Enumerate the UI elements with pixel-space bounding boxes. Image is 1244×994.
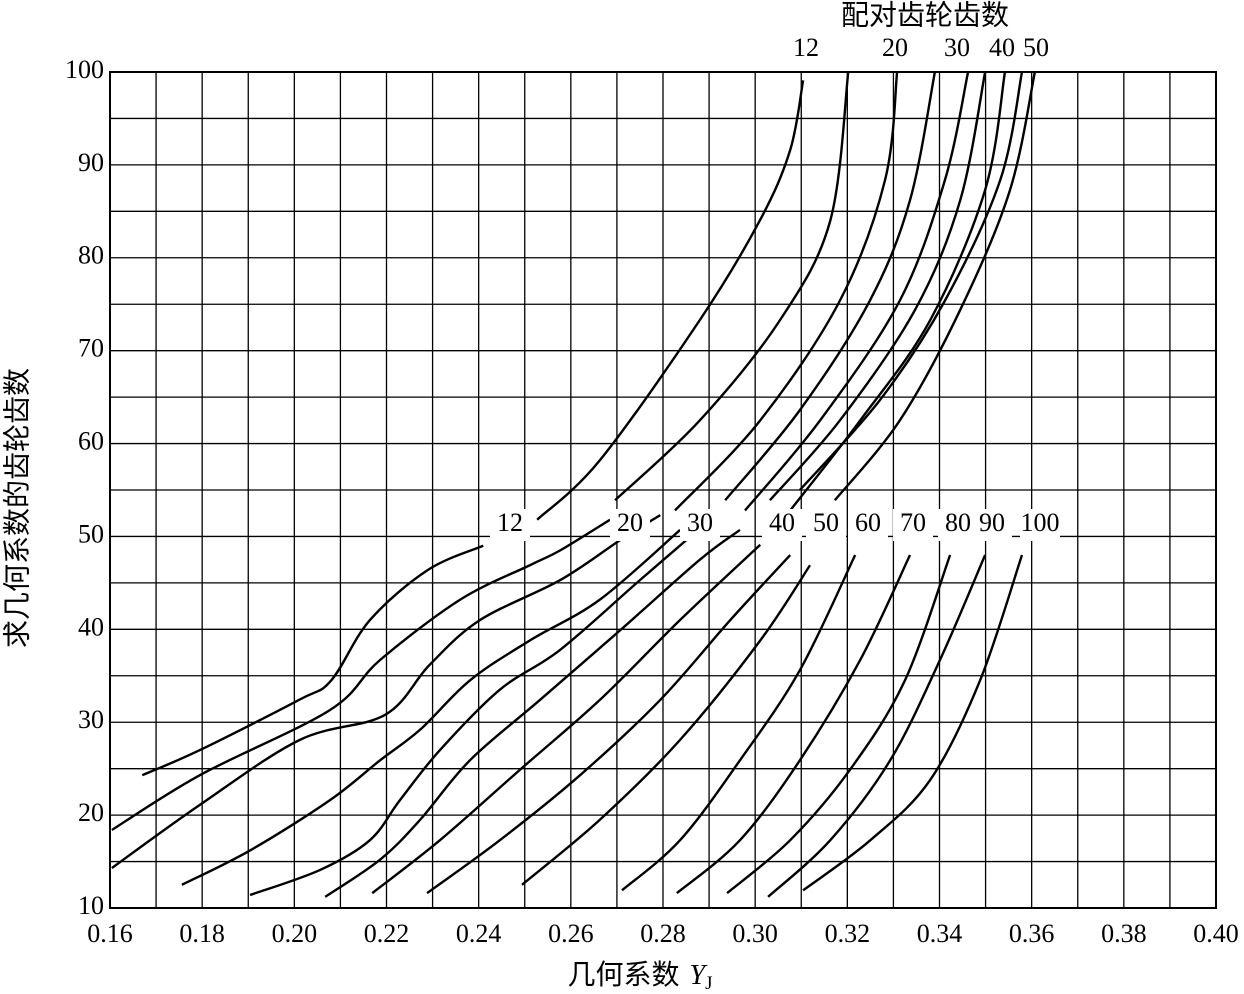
curve — [767, 554, 987, 898]
x-tick-label: 0.22 — [364, 919, 410, 948]
top-label: 30 — [944, 33, 970, 62]
y-tick-label: 60 — [78, 427, 104, 456]
grid — [109, 71, 1217, 909]
x-tick-label: 0.30 — [732, 919, 778, 948]
y-axis-label: 求几何系数的齿轮齿数 — [1, 368, 33, 648]
series-label: 60 — [855, 508, 881, 537]
x-tick-label: 0.20 — [272, 919, 318, 948]
series-label: 70 — [900, 508, 926, 537]
x-axis-label: 几何系数 YJ — [568, 959, 713, 994]
series-label: 40 — [769, 508, 795, 537]
y-tick-label: 50 — [78, 519, 104, 548]
top-label: 12 — [793, 33, 819, 62]
series-label: 12 — [497, 508, 523, 537]
labels: 0.16 0.18 0.20 0.22 0.24 0.26 0.28 0.30 0.32 0.34… — [65, 33, 1239, 948]
curve — [141, 80, 805, 777]
curve — [111, 71, 850, 831]
curve — [249, 71, 970, 897]
y-tick-label: 70 — [78, 334, 104, 363]
curve — [111, 71, 899, 870]
label-background — [893, 509, 933, 541]
curves — [111, 71, 1037, 898]
label-background — [610, 509, 650, 541]
series-label: 50 — [813, 508, 839, 537]
label-background — [972, 509, 1012, 541]
x-axis-label-subscript: J — [705, 973, 712, 994]
curve — [726, 554, 952, 895]
y-tick-label: 100 — [65, 55, 104, 84]
curve — [676, 554, 912, 895]
curve — [181, 71, 937, 886]
curve — [521, 71, 1037, 886]
curve — [426, 71, 1024, 895]
label-background — [762, 509, 802, 541]
curve — [621, 554, 857, 892]
series-label: 20 — [617, 508, 643, 537]
y-tick-label: 20 — [78, 798, 104, 827]
series-label: 100 — [1021, 508, 1060, 537]
y-tick-label: 40 — [78, 612, 104, 641]
x-axis-label-text: 几何系数 — [568, 959, 680, 991]
curve — [802, 554, 1024, 892]
series-label: 90 — [979, 508, 1005, 537]
x-tick-label: 0.16 — [87, 919, 133, 948]
label-background — [806, 509, 846, 541]
x-tick-label: 0.32 — [825, 919, 871, 948]
x-tick-label: 0.40 — [1193, 919, 1239, 948]
y-tick-label: 80 — [78, 241, 104, 270]
label-background — [1020, 509, 1060, 541]
y-tick-label: 30 — [78, 705, 104, 734]
label-background — [938, 509, 978, 541]
curve — [371, 71, 1007, 895]
x-tick-label: 0.36 — [1009, 919, 1055, 948]
y-tick-label: 90 — [78, 148, 104, 177]
x-tick-label: 0.28 — [640, 919, 686, 948]
x-tick-label: 0.38 — [1101, 919, 1147, 948]
label-background — [848, 509, 888, 541]
top-label: 20 — [882, 33, 908, 62]
x-axis-label-symbol: Y — [690, 960, 709, 991]
x-tick-label: 0.24 — [456, 919, 502, 948]
x-tick-label: 0.34 — [917, 919, 963, 948]
top-title: 配对齿轮齿数 — [841, 0, 1009, 31]
series-label: 30 — [687, 508, 713, 537]
label-background — [490, 509, 530, 541]
top-label: 40 — [989, 33, 1015, 62]
x-tick-label: 0.26 — [548, 919, 594, 948]
curve — [324, 71, 987, 898]
top-label: 50 — [1023, 33, 1049, 62]
x-tick-label: 0.18 — [179, 919, 225, 948]
series-label: 80 — [945, 508, 971, 537]
y-tick-label: 10 — [78, 891, 104, 920]
label-background — [680, 509, 720, 541]
